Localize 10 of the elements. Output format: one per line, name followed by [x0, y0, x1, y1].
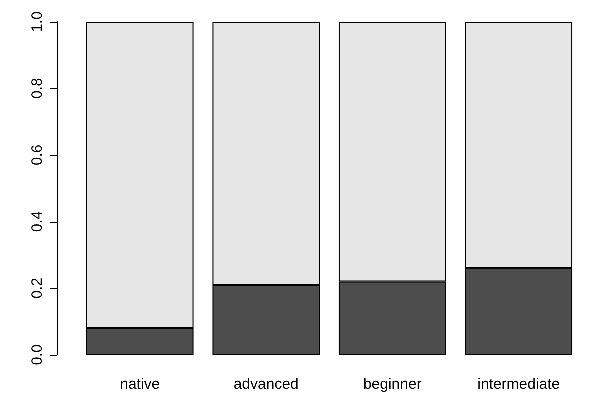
y-tick-label: 0.2 [29, 278, 46, 299]
y-tick-label: 1.0 [29, 12, 46, 32]
y-tick-label: 0.0 [29, 344, 46, 366]
x-tick-label: native [120, 376, 160, 393]
x-tick-label: intermediate [478, 376, 560, 393]
x-tick-label: beginner [363, 376, 422, 393]
x-tick-label: advanced [234, 376, 299, 393]
y-tick-label: 0.8 [29, 78, 46, 100]
y-tick-label: 0.6 [29, 144, 46, 166]
y-tick-label: 0.4 [29, 211, 46, 232]
